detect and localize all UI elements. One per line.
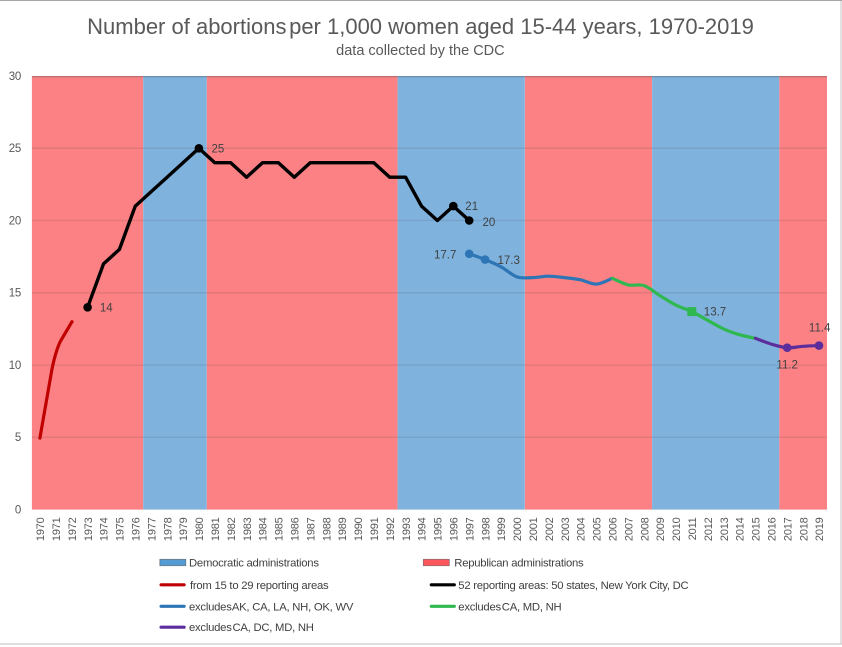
svg-text:1987: 1987	[305, 517, 317, 541]
svg-text:5: 5	[15, 432, 21, 444]
svg-text:2013: 2013	[719, 517, 731, 541]
svg-text:2003: 2003	[560, 517, 572, 541]
svg-text:1995: 1995	[433, 517, 445, 541]
svg-text:excludes CA, DC, MD, NH: excludes CA, DC, MD, NH	[189, 622, 314, 634]
svg-text:2001: 2001	[528, 517, 540, 541]
svg-text:25: 25	[9, 143, 21, 155]
svg-text:1983: 1983	[242, 517, 254, 541]
svg-text:1977: 1977	[146, 517, 158, 541]
svg-text:2004: 2004	[576, 517, 588, 541]
svg-text:Democratic administrations: Democratic administrations	[189, 558, 319, 570]
svg-text:2016: 2016	[767, 517, 779, 541]
svg-text:2009: 2009	[655, 517, 667, 541]
svg-text:from 15 to 29 reporting areas: from 15 to 29 reporting areas	[190, 580, 329, 592]
svg-text:excludes AK, CA, LA, NH, OK, W: excludes AK, CA, LA, NH, OK, WV	[189, 601, 354, 613]
svg-text:1988: 1988	[321, 517, 333, 541]
svg-text:15: 15	[9, 288, 21, 300]
svg-text:11.2: 11.2	[776, 360, 798, 372]
svg-text:1984: 1984	[258, 517, 270, 541]
svg-text:1986: 1986	[290, 517, 302, 541]
svg-text:17.3: 17.3	[498, 255, 520, 267]
svg-text:1981: 1981	[210, 517, 222, 541]
svg-text:1974: 1974	[99, 517, 111, 541]
svg-text:10: 10	[9, 360, 21, 372]
svg-text:1989: 1989	[337, 517, 349, 541]
svg-text:2017: 2017	[782, 517, 794, 541]
svg-text:1991: 1991	[369, 517, 381, 541]
svg-text:2006: 2006	[608, 517, 620, 541]
svg-text:2005: 2005	[592, 517, 604, 541]
svg-text:11.4: 11.4	[809, 323, 831, 335]
svg-text:1994: 1994	[417, 517, 429, 541]
svg-text:2008: 2008	[639, 517, 651, 541]
svg-text:1979: 1979	[178, 517, 190, 541]
svg-text:1975: 1975	[115, 517, 127, 541]
svg-text:0: 0	[15, 504, 21, 516]
svg-text:1982: 1982	[226, 517, 238, 541]
svg-text:1978: 1978	[162, 517, 174, 541]
svg-text:1972: 1972	[67, 517, 79, 541]
svg-text:2002: 2002	[544, 517, 556, 541]
svg-text:2015: 2015	[751, 517, 763, 541]
svg-text:1980: 1980	[194, 517, 206, 541]
svg-text:Republican administrations: Republican administrations	[454, 558, 584, 570]
svg-text:1998: 1998	[480, 517, 492, 541]
svg-text:14: 14	[100, 302, 113, 314]
svg-text:excludes CA, MD, NH: excludes CA, MD, NH	[458, 601, 561, 613]
svg-text:2014: 2014	[735, 517, 747, 541]
svg-text:2019: 2019	[814, 517, 826, 541]
svg-text:1971: 1971	[51, 517, 63, 541]
svg-text:1973: 1973	[83, 517, 95, 541]
svg-text:2018: 2018	[798, 517, 810, 541]
svg-text:20: 20	[9, 215, 21, 227]
svg-text:2000: 2000	[512, 517, 524, 541]
svg-text:2012: 2012	[703, 517, 715, 541]
svg-text:1993: 1993	[401, 517, 413, 541]
svg-text:1970: 1970	[35, 517, 47, 541]
svg-text:1996: 1996	[449, 517, 461, 541]
svg-text:25: 25	[212, 143, 225, 155]
svg-text:1992: 1992	[385, 517, 397, 541]
svg-text:52 reporting areas: 50 states,: 52 reporting areas: 50 states, New York …	[458, 580, 688, 592]
svg-text:13.7: 13.7	[704, 307, 726, 319]
svg-text:2011: 2011	[687, 517, 699, 540]
svg-text:2007: 2007	[623, 517, 635, 541]
svg-text:30: 30	[9, 71, 21, 83]
svg-text:data collected by the CDC: data collected by the CDC	[336, 43, 504, 59]
svg-text:2010: 2010	[671, 517, 683, 541]
svg-text:1990: 1990	[353, 517, 365, 541]
svg-text:1985: 1985	[274, 517, 286, 541]
svg-text:17.7: 17.7	[434, 250, 456, 262]
svg-text:Number of abortions per 1,000: Number of abortions per 1,000 women aged…	[87, 14, 754, 39]
svg-text:20: 20	[483, 217, 496, 229]
svg-text:1976: 1976	[131, 517, 143, 541]
svg-text:1999: 1999	[496, 517, 508, 541]
svg-text:21: 21	[465, 201, 478, 213]
svg-text:1997: 1997	[464, 517, 476, 541]
